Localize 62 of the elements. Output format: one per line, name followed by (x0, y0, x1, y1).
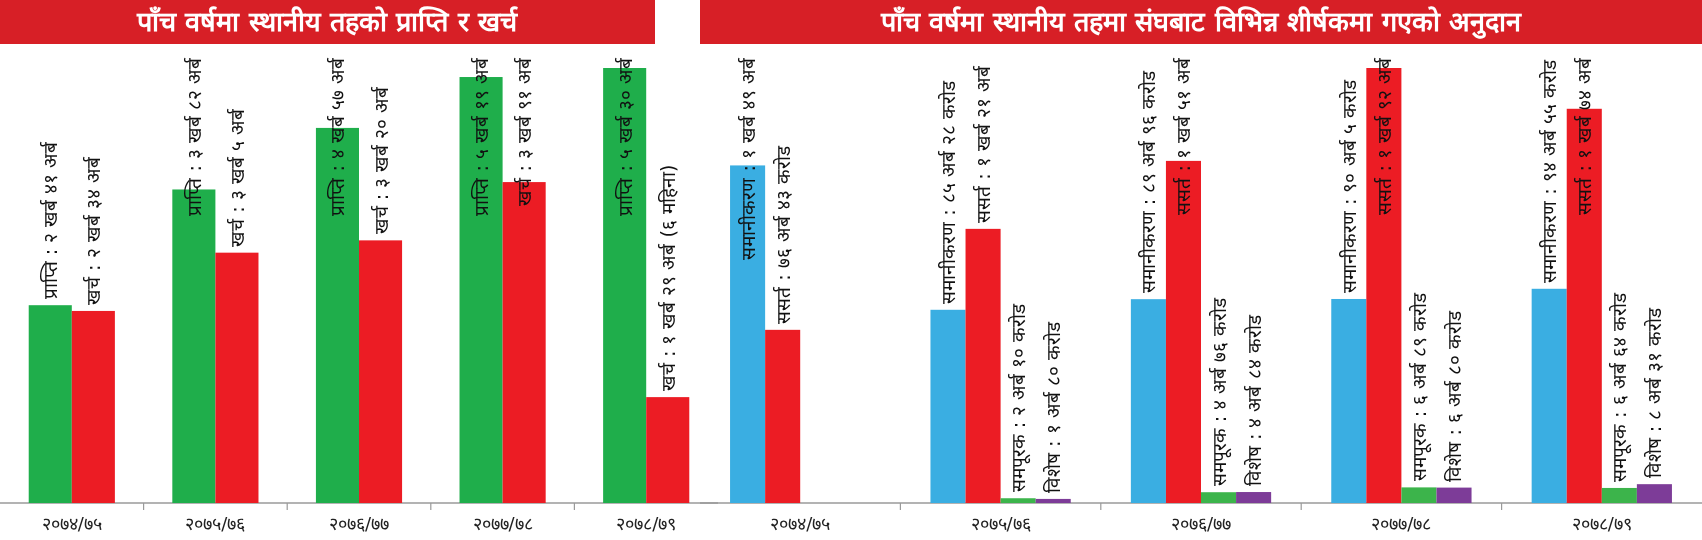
data-label: खर्च : २ खर्ब ३४ अर्ब (82, 156, 105, 305)
data-label: समानीकरण : ८९ अर्ब ९६ करोड (1137, 69, 1160, 294)
x-tick-label: २०७७/७८ (472, 513, 533, 534)
data-label: समानीकरण : ९४ अर्ब ५५ करोड (1538, 59, 1561, 283)
data-label: खर्च : ३ खर्ब ५ अर्ब (225, 108, 248, 247)
data-label: ससर्त : १ खर्ब ७४ अर्ब (1573, 57, 1596, 215)
data-label: विशेष : ६ अर्ब ८० करोड (1443, 309, 1466, 482)
bar (730, 165, 766, 503)
bar (28, 305, 72, 503)
data-label: ससर्त : १ खर्ब २१ अर्ब (972, 65, 995, 223)
data-label: प्राप्ति : ३ खर्ब ८२ अर्ब (182, 57, 205, 216)
bar (646, 397, 690, 503)
bar (1601, 487, 1637, 503)
x-tick-label: २०७७/७८ (1371, 513, 1432, 534)
bar (1165, 160, 1201, 503)
x-tick-label: २०७६/७७ (1170, 513, 1232, 534)
data-label: समानीकरण : ८५ अर्ब २८ करोड (936, 80, 959, 304)
bar (1130, 299, 1166, 503)
bar (1201, 492, 1237, 503)
data-label: खर्च : १ खर्ब २९ अर्ब (६ महिना) (656, 164, 679, 392)
bar (1566, 108, 1602, 503)
data-label: प्राप्ति : ५ खर्ब ३० अर्ब (613, 57, 636, 216)
bar (1000, 498, 1036, 503)
bar (765, 329, 801, 503)
bar (215, 252, 259, 503)
x-tick-label: २०७४/७५ (770, 513, 831, 534)
x-tick-label: २०७६/७७ (328, 513, 390, 534)
data-label: प्राप्ति : ५ खर्ब १९ अर्ब (470, 57, 493, 216)
data-label: प्राप्ति : ४ खर्ब ५७ अर्ब (326, 57, 349, 216)
bar (930, 309, 966, 503)
bar (359, 240, 403, 503)
bar (71, 310, 115, 503)
data-label: समपूरक : ६ अर्ब ६४ करोड (1608, 292, 1633, 482)
data-label: समानीकरण : ९० अर्ब ५ करोड (1337, 79, 1360, 293)
data-label: समपूरक : ४ अर्ब ७६ करोड (1207, 296, 1232, 487)
data-label: विशेष : ४ अर्ब ८४ करोड (1242, 314, 1265, 487)
data-label: समपूरक : २ अर्ब १० करोड (1007, 302, 1032, 493)
data-label: खर्च : ३ खर्ब २० अर्ब (369, 85, 392, 235)
bar (1636, 484, 1672, 503)
data-label: समानीकरण : १ खर्ब ४९ अर्ब (736, 57, 759, 260)
data-label: खर्च : ३ खर्ब ९१ अर्ब (513, 57, 536, 206)
x-tick-label: २०७८/७९ (1571, 513, 1632, 534)
bar (1531, 288, 1567, 503)
data-label: विशेष : १ अर्ब ८० करोड (1042, 321, 1065, 493)
bar (1035, 498, 1071, 503)
chart-title: पाँच वर्षमा स्थानीय तहको प्राप्ति र खर्च (135, 6, 519, 37)
x-tick-label: २०७५/७६ (185, 513, 246, 534)
data-label: समपूरक : ६ अर्ब ८९ करोड (1407, 291, 1432, 482)
x-tick-label: २०७८/७९ (616, 513, 677, 534)
bar (1401, 487, 1437, 503)
x-tick-label: २०७५/७६ (970, 513, 1031, 534)
bar (1236, 492, 1272, 503)
bar (965, 228, 1001, 503)
data-label: विशेष : ८ अर्ब ३१ करोड (1643, 306, 1666, 479)
x-tick-label: २०७४/७५ (41, 513, 102, 534)
bar (1331, 298, 1367, 503)
chart-title: पाँच वर्षमा स्थानीय तहमा संघबाट विभिन्न शीर्षकमा गएको अनुदान (879, 6, 1523, 39)
bar (1436, 487, 1472, 503)
data-label: ससर्त : ७६ अर्ब ४३ करोड (771, 145, 794, 324)
data-label: प्राप्ति : २ खर्ब ४१ अर्ब (39, 140, 62, 300)
data-label: ससर्त : १ खर्ब ५१ अर्ब (1172, 57, 1195, 215)
data-label: ससर्त : १ खर्ब ९२ अर्ब (1372, 57, 1395, 215)
